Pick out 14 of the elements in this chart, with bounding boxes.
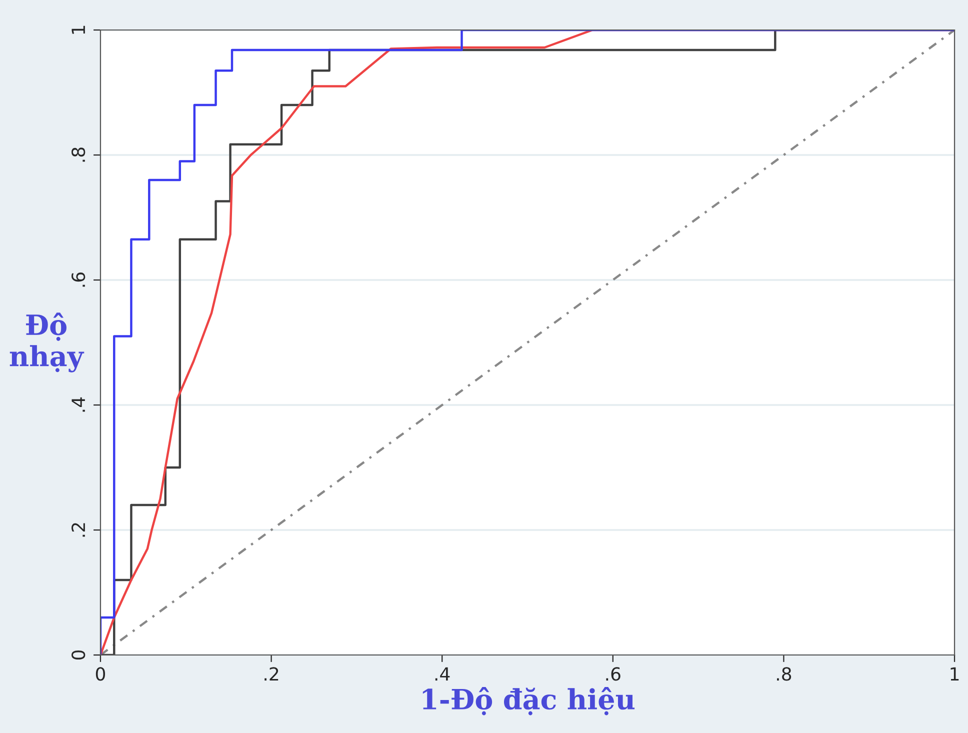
x-tick-label: 1	[950, 667, 959, 681]
y-tick-label: .4	[72, 397, 85, 412]
y-axis-title: Độ nhạy	[10, 312, 84, 372]
x-tick-label: 0	[96, 667, 106, 681]
x-tick-label: .4	[435, 667, 450, 681]
y-tick-label: .2	[72, 523, 85, 537]
y-tick-label: 0	[72, 650, 86, 660]
y-tick-label: .8	[72, 148, 86, 162]
x-axis-title: 1-Độ đặc hiệu	[422, 687, 635, 716]
y-tick-label: 1	[72, 26, 85, 34]
y-tick-label: .6	[72, 272, 86, 287]
x-tick-label: .6	[606, 667, 620, 681]
x-tick-label: .8	[777, 667, 792, 681]
x-tick-label: .2	[264, 667, 278, 681]
